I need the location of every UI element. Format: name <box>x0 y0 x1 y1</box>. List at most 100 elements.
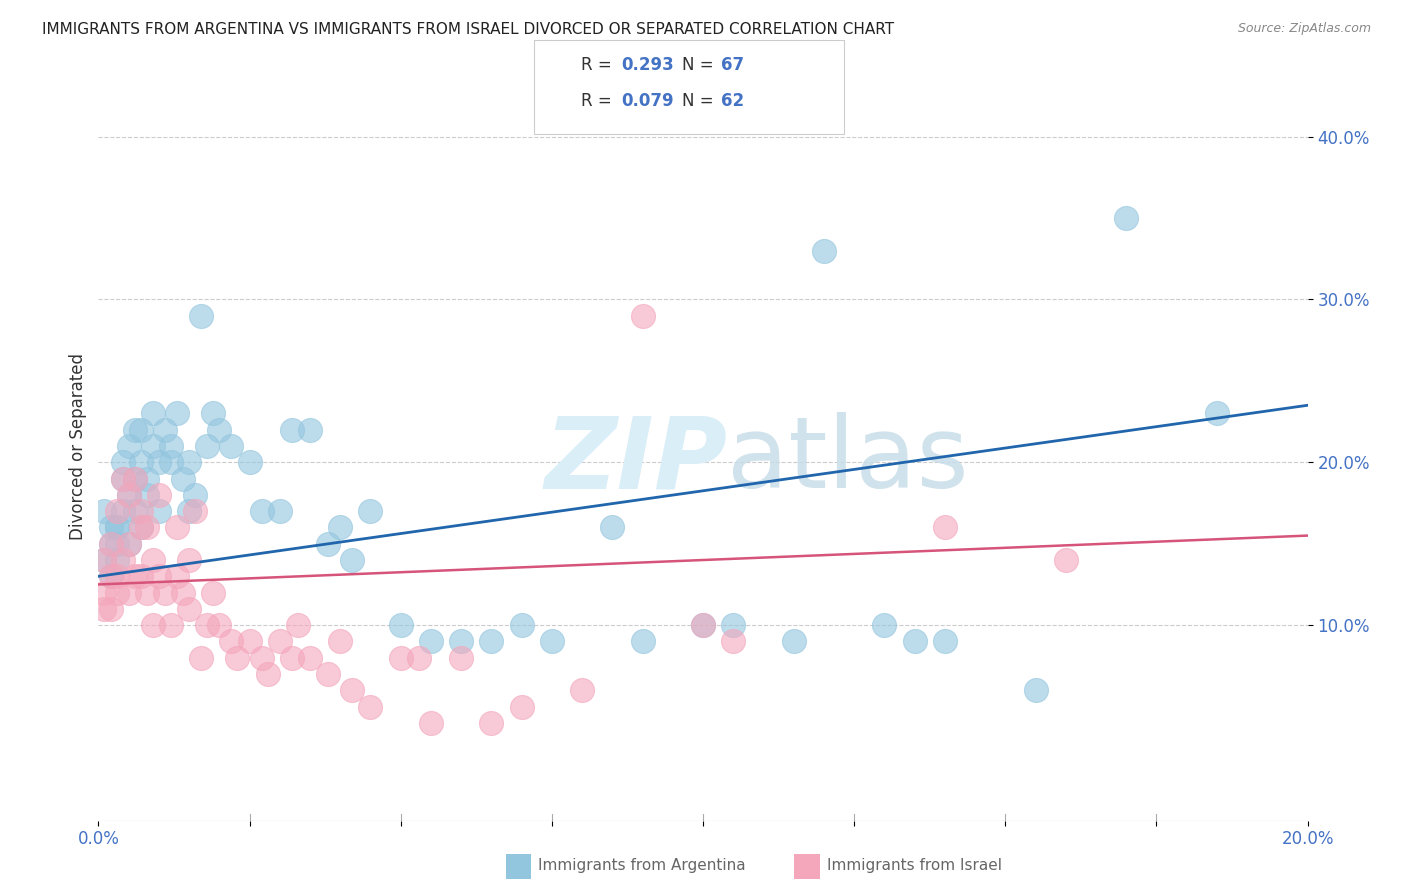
Point <box>118 439 141 453</box>
Point <box>105 537 128 551</box>
Point <box>148 569 170 583</box>
Text: IMMIGRANTS FROM ARGENTINA VS IMMIGRANTS FROM ISRAEL DIVORCED OR SEPARATED CORREL: IMMIGRANTS FROM ARGENTINA VS IMMIGRANTS … <box>42 22 894 37</box>
Point <box>172 472 194 486</box>
Point <box>124 472 146 486</box>
Point <box>124 504 146 518</box>
Point <box>118 488 141 502</box>
Text: Immigrants from Israel: Immigrants from Israel <box>827 858 1001 873</box>
Point <box>329 634 352 648</box>
Point <box>692 618 714 632</box>
Point <box>105 520 128 534</box>
Point <box>873 618 896 632</box>
Point <box>142 406 165 420</box>
Point <box>129 569 152 583</box>
Text: R =: R = <box>581 56 617 74</box>
Point <box>269 504 291 518</box>
Point <box>631 309 654 323</box>
Point <box>93 504 115 518</box>
Point <box>631 634 654 648</box>
Text: 62: 62 <box>721 92 744 110</box>
Point <box>450 650 472 665</box>
Point <box>93 553 115 567</box>
Point <box>316 537 339 551</box>
Point <box>184 504 207 518</box>
Point <box>153 423 176 437</box>
Point <box>179 504 201 518</box>
Point <box>129 455 152 469</box>
Text: 67: 67 <box>721 56 744 74</box>
Point <box>105 569 128 583</box>
Point <box>329 520 352 534</box>
Point <box>129 520 152 534</box>
Point <box>111 553 134 567</box>
Point <box>142 553 165 567</box>
Point <box>118 585 141 599</box>
Point <box>160 439 183 453</box>
Point <box>783 634 806 648</box>
Point <box>420 715 443 730</box>
Point <box>571 683 593 698</box>
Point <box>934 520 956 534</box>
Point <box>105 553 128 567</box>
Point <box>100 569 122 583</box>
Point <box>389 618 412 632</box>
Point <box>160 618 183 632</box>
Point <box>105 520 128 534</box>
Point <box>540 634 562 648</box>
Point <box>129 504 152 518</box>
Point <box>148 488 170 502</box>
Text: 0.079: 0.079 <box>621 92 673 110</box>
Point <box>190 650 212 665</box>
Point <box>934 634 956 648</box>
Point <box>111 472 134 486</box>
Point <box>481 634 503 648</box>
Point <box>153 585 176 599</box>
Point <box>135 488 157 502</box>
Text: R =: R = <box>581 92 617 110</box>
Point <box>226 650 249 665</box>
Point <box>93 585 115 599</box>
Point <box>142 618 165 632</box>
Point <box>190 309 212 323</box>
Point <box>179 602 201 616</box>
Point <box>105 504 128 518</box>
Point <box>1024 683 1046 698</box>
Point <box>450 634 472 648</box>
Point <box>481 715 503 730</box>
Point <box>1115 211 1137 225</box>
Point <box>316 667 339 681</box>
Point <box>239 634 262 648</box>
Point <box>202 585 225 599</box>
Point <box>111 504 134 518</box>
Point <box>118 488 141 502</box>
Point <box>250 650 273 665</box>
Point <box>195 439 218 453</box>
Point <box>129 423 152 437</box>
Text: N =: N = <box>682 92 718 110</box>
Point <box>111 455 134 469</box>
Point <box>195 618 218 632</box>
Point <box>408 650 430 665</box>
Point <box>208 618 231 632</box>
Point <box>239 455 262 469</box>
Point <box>287 618 309 632</box>
Text: atlas: atlas <box>727 412 969 509</box>
Point <box>221 439 243 453</box>
Point <box>510 618 533 632</box>
Point <box>813 244 835 258</box>
Point <box>142 439 165 453</box>
Point <box>166 569 188 583</box>
Point <box>299 650 322 665</box>
Point <box>723 618 745 632</box>
Point <box>100 569 122 583</box>
Point <box>360 504 382 518</box>
Point <box>160 455 183 469</box>
Point <box>299 423 322 437</box>
Point <box>389 650 412 665</box>
Point <box>179 553 201 567</box>
Point <box>148 455 170 469</box>
Point <box>256 667 278 681</box>
Point <box>692 618 714 632</box>
Point <box>269 634 291 648</box>
Point <box>148 504 170 518</box>
